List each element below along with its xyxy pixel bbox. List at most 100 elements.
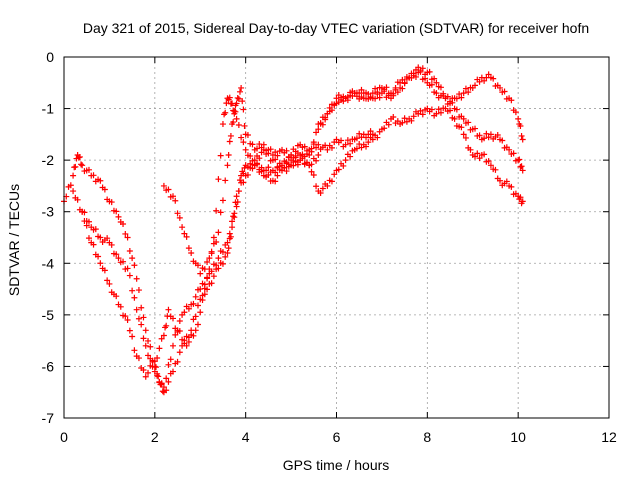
interp-point: [247, 152, 254, 159]
data-point: [515, 115, 522, 122]
interp-point: [120, 258, 127, 265]
interp-point: [503, 178, 510, 185]
data-point: [260, 141, 267, 148]
interp-point: [201, 281, 208, 288]
interp-point: [213, 262, 220, 269]
interp-point: [190, 332, 197, 339]
interp-point: [328, 178, 335, 185]
interp-point: [122, 230, 129, 237]
interp-point: [274, 172, 281, 179]
interp-point: [313, 183, 320, 190]
interp-point: [222, 177, 229, 184]
interp-point: [231, 110, 238, 117]
data-point: [497, 84, 503, 91]
interp-point: [222, 109, 229, 116]
interp-point: [363, 143, 370, 150]
interp-point: [199, 297, 206, 304]
data-point: [238, 84, 245, 91]
interp-point: [74, 196, 81, 203]
interp-point: [417, 107, 424, 114]
data-point: [170, 368, 176, 375]
interp-point: [75, 154, 82, 161]
interp-point: [372, 85, 379, 92]
data-point: [315, 126, 322, 133]
interp-point: [347, 140, 354, 147]
interp-point: [453, 106, 460, 113]
data-point: [460, 90, 467, 97]
data-point: [487, 162, 494, 169]
interp-point: [176, 327, 183, 334]
interp-point: [292, 148, 299, 155]
interp-point: [176, 214, 183, 221]
interp-point: [385, 121, 392, 128]
interp-point: [215, 176, 222, 183]
interp-point: [147, 343, 154, 350]
interp-point: [131, 294, 138, 301]
interp-point: [272, 178, 279, 185]
interp-point: [308, 148, 315, 155]
interp-point: [437, 109, 444, 116]
interp-point: [194, 302, 201, 309]
interp-point: [90, 172, 97, 179]
data-point: [142, 373, 149, 380]
interp-point: [256, 141, 263, 148]
interp-point: [472, 125, 479, 132]
interp-point: [135, 355, 142, 362]
data-point: [79, 162, 86, 169]
interp-point: [254, 145, 261, 152]
interp-point: [172, 197, 179, 204]
data-point: [306, 162, 313, 169]
interp-point: [138, 321, 145, 328]
data-point: [306, 151, 313, 158]
interp-point: [390, 113, 397, 120]
data-point: [97, 177, 104, 184]
interp-point: [292, 158, 299, 165]
interp-point: [174, 358, 181, 365]
data-point: [233, 193, 240, 200]
interp-point: [236, 177, 243, 184]
interp-point: [230, 213, 237, 220]
interp-point: [204, 286, 211, 293]
grid-lines: [64, 57, 609, 418]
interp-point: [227, 132, 234, 139]
data-point: [97, 234, 104, 241]
interp-point: [401, 115, 408, 122]
interp-point: [476, 78, 483, 85]
data-point: [165, 306, 172, 313]
interp-point: [213, 238, 220, 245]
interp-point: [335, 166, 342, 173]
interp-point: [283, 160, 290, 167]
y-tick-label: -1: [42, 101, 55, 117]
x-tick-label: 8: [423, 429, 431, 445]
interp-point: [176, 349, 183, 356]
interp-point: [238, 134, 245, 141]
y-tick-label: 0: [46, 49, 54, 65]
interp-point: [170, 315, 176, 322]
data-point: [215, 265, 222, 272]
data-point: [79, 208, 86, 215]
data-point: [215, 229, 222, 236]
data-point: [487, 131, 494, 138]
series-track-c: [79, 94, 526, 380]
interp-point: [331, 171, 338, 178]
interp-point: [272, 169, 279, 176]
interp-point: [236, 88, 243, 95]
data-point: [170, 342, 176, 349]
interp-point: [85, 235, 92, 242]
interp-point: [510, 150, 517, 157]
interp-point: [223, 100, 230, 107]
interp-point: [226, 94, 233, 101]
interp-point: [85, 218, 92, 225]
interp-point: [465, 119, 472, 126]
interp-point: [217, 152, 224, 159]
data-point: [70, 188, 77, 195]
interp-point: [365, 139, 372, 146]
data-point: [70, 172, 77, 179]
interp-point: [267, 146, 274, 153]
interp-point: [217, 209, 224, 216]
interp-point: [426, 68, 433, 75]
interp-point: [417, 68, 424, 75]
interp-point: [185, 245, 192, 252]
interp-point: [517, 123, 524, 129]
interp-point: [317, 189, 324, 196]
